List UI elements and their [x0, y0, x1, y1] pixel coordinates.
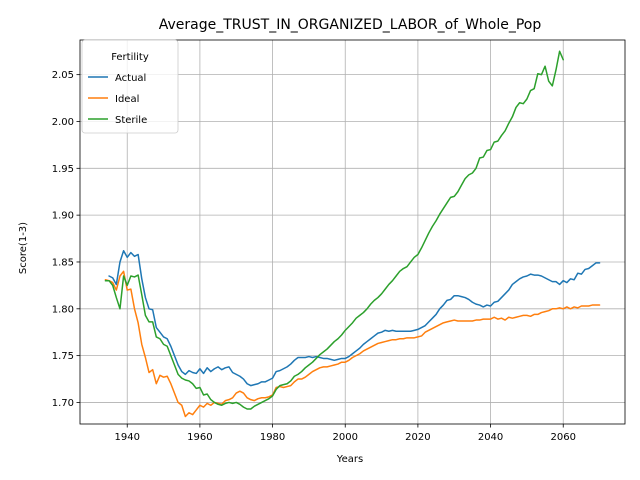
- legend-label-ideal: Ideal: [115, 94, 139, 105]
- axis-ticks: 1940 1960 1980 2000 2020 2040 2060 1.70 1.75 1.80…: [52, 70, 576, 443]
- y-tick-label: 1.75: [52, 351, 74, 362]
- plot-frame: [79, 39, 626, 425]
- y-tick-label: 1.70: [52, 398, 74, 409]
- legend-title: Fertility: [111, 52, 149, 63]
- x-tick-label: 1940: [115, 432, 140, 443]
- x-tick-label: 1960: [187, 432, 212, 443]
- y-axis-label: Score(1-3): [18, 222, 29, 274]
- y-tick-label: 1.85: [52, 257, 74, 268]
- x-tick-label: 2020: [405, 432, 430, 443]
- y-tick-label: 1.90: [52, 211, 74, 222]
- chart-title: Average_TRUST_IN_ORGANIZED_LABOR_of_Whol…: [159, 17, 542, 33]
- series-line-actual: [108, 249, 601, 387]
- legend-items: Actual Ideal Sterile: [88, 73, 147, 126]
- y-tick-label: 2.00: [52, 117, 74, 128]
- x-tick-label: 2040: [478, 432, 503, 443]
- x-axis-label: Years: [336, 454, 363, 465]
- legend-label-actual: Actual: [115, 73, 146, 84]
- x-tick-label: 2000: [333, 432, 358, 443]
- legend-label-sterile: Sterile: [115, 115, 147, 126]
- y-tick-label: 1.80: [52, 304, 74, 315]
- series-lines: [104, 50, 601, 418]
- y-tick-label: 2.05: [52, 70, 74, 81]
- x-tick-label: 1980: [260, 432, 285, 443]
- y-tick-label: 1.95: [52, 164, 74, 175]
- x-tick-label: 2060: [551, 432, 576, 443]
- legend-box: [81, 39, 179, 134]
- series-line-sterile: [104, 50, 564, 410]
- legend: Fertility Actual Ideal Sterile: [81, 39, 179, 134]
- series-line-ideal: [104, 270, 601, 418]
